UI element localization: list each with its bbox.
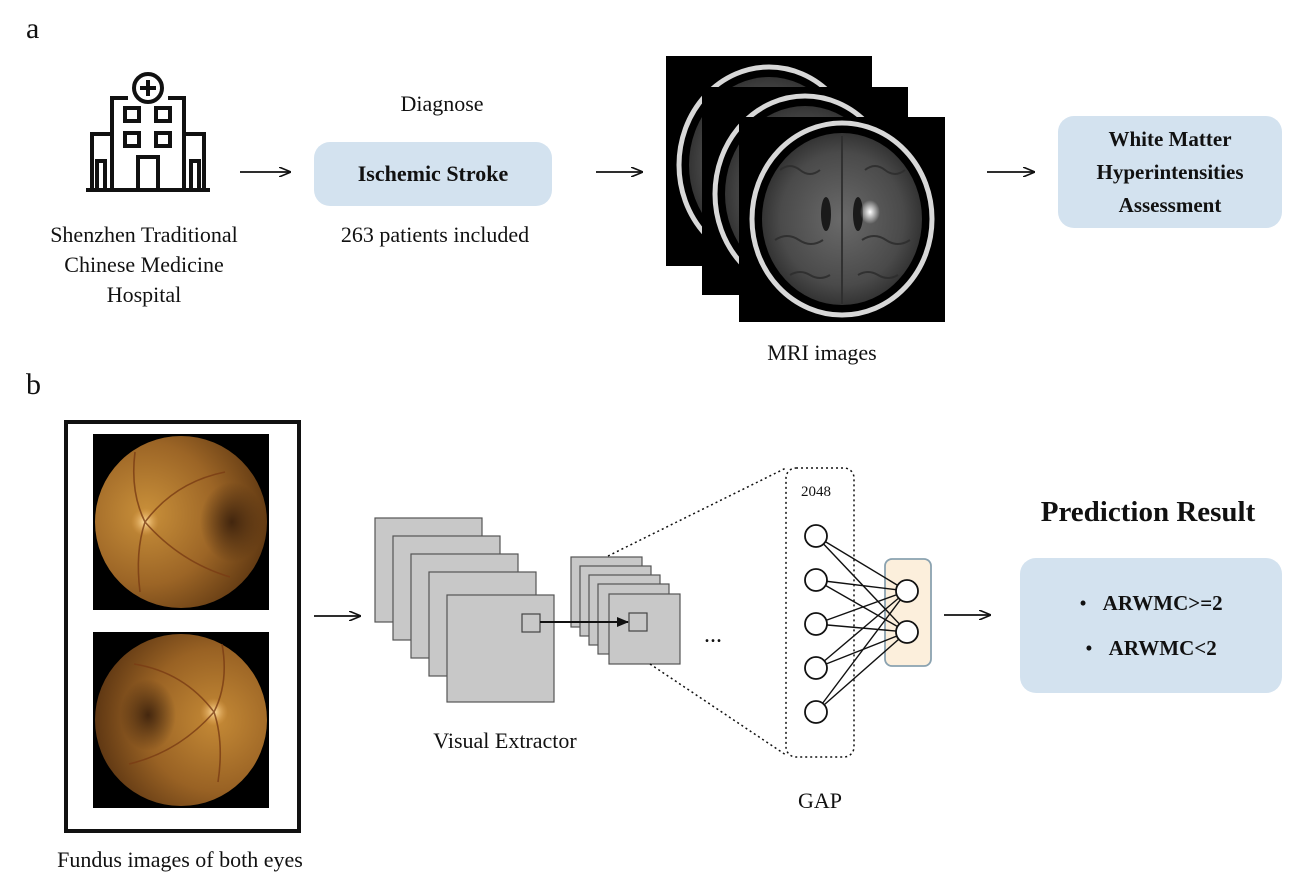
mri-label: MRI images <box>767 340 877 365</box>
output-node-2 <box>895 620 919 644</box>
hospital-label-line-2: Chinese Medicine <box>64 252 224 277</box>
ellipsis: ... <box>704 622 722 648</box>
gap-box <box>785 467 855 758</box>
input-node-4 <box>804 656 828 680</box>
bullet-2: • <box>1085 635 1093 660</box>
feature-map-stack-large <box>374 517 555 703</box>
connection-1-1 <box>815 535 908 592</box>
diagnosis-box: Ischemic Stroke <box>314 142 552 206</box>
hospital-label: Shenzhen Traditional Chinese Medicine Ho… <box>14 220 274 310</box>
connection-1-2 <box>815 535 908 633</box>
prediction-item-2-label: ARWMC<2 <box>1108 635 1217 660</box>
connection-4-2 <box>815 631 908 669</box>
prediction-item-2: • ARWMC<2 <box>1085 636 1216 661</box>
assessment-line-2: Hyperintensities <box>1096 159 1244 184</box>
panel-b-letter: b <box>26 368 41 401</box>
connection-3-2 <box>815 623 908 633</box>
gap-label: GAP <box>797 788 842 813</box>
prediction-box: • ARWMC>=2 • ARWMC<2 <box>1020 558 1282 693</box>
input-node-3 <box>804 612 828 636</box>
connection-2-1 <box>815 579 908 592</box>
connection-3-1 <box>815 590 908 625</box>
assessment-line-3: Assessment <box>1118 192 1222 217</box>
connection-2-2 <box>815 579 908 633</box>
assessment-line-1: White Matter <box>1108 126 1232 151</box>
gap-count-label: 2048 <box>801 484 831 500</box>
prediction-item-1-label: ARWMC>=2 <box>1102 590 1223 615</box>
output-box <box>884 558 932 667</box>
connection-5-1 <box>815 590 908 713</box>
prediction-title: Prediction Result <box>1040 496 1256 528</box>
prediction-item-1: • ARWMC>=2 <box>1079 591 1222 616</box>
input-node-2 <box>804 568 828 592</box>
output-node-1 <box>895 579 919 603</box>
assessment-box: White Matter Hyperintensities Assessment <box>1058 116 1282 228</box>
panel-a-letter: a <box>26 12 40 45</box>
connection-4-1 <box>815 590 908 669</box>
connection-5-2 <box>815 631 908 713</box>
input-node-1 <box>804 524 828 548</box>
bullet-1: • <box>1079 590 1087 615</box>
extractor-label: Visual Extractor <box>433 728 577 753</box>
hospital-label-line-3: Hospital <box>106 282 182 307</box>
hospital-label-line-1: Shenzhen Traditional <box>50 222 238 247</box>
fundus-label: Fundus images of both eyes <box>57 847 303 872</box>
diagnose-label: Diagnose <box>400 91 484 116</box>
diagnosis-label: Ischemic Stroke <box>357 161 509 186</box>
feature-map-stack-small <box>570 556 681 665</box>
input-node-5 <box>804 700 828 724</box>
patients-label: 263 patients included <box>340 222 530 247</box>
